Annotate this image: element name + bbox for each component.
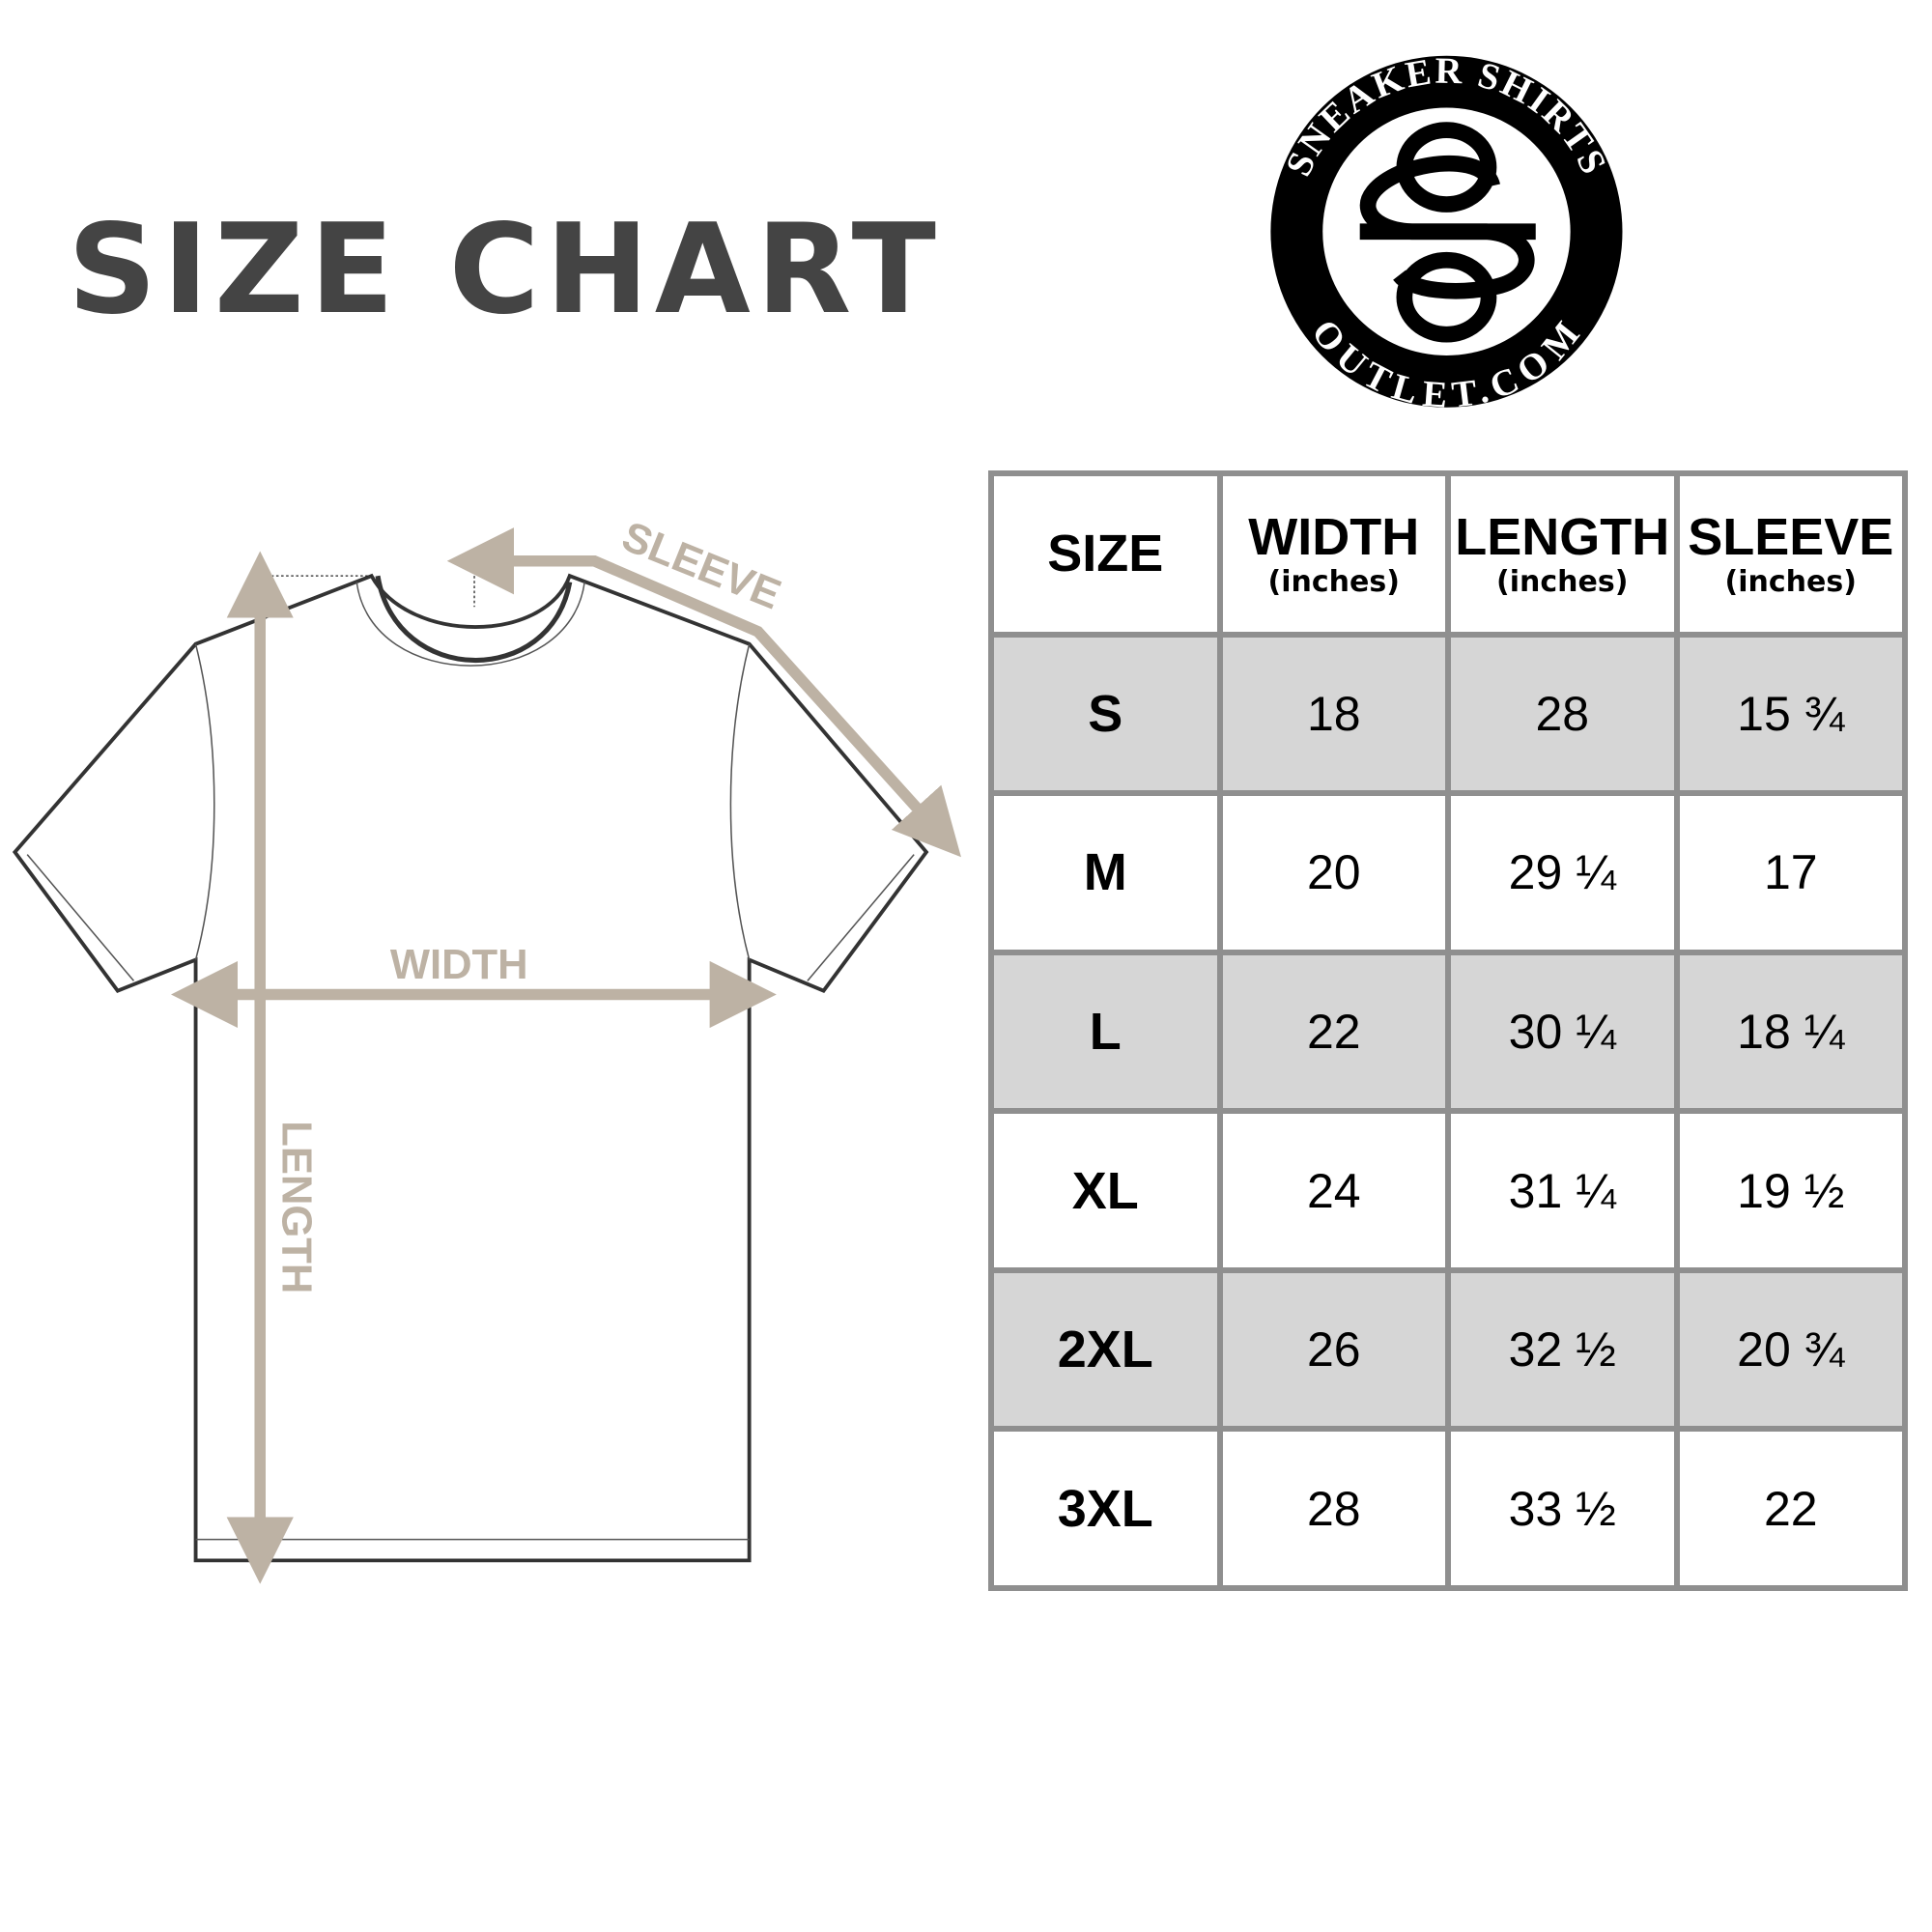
size-cell: L bbox=[988, 949, 1223, 1115]
table-header-row: SIZE WIDTH (inches) LENGTH (inches) SLEEVE… bbox=[988, 470, 1908, 638]
table-row: 2XL 26 32 ½ 20 ¾ bbox=[988, 1266, 1908, 1433]
length-cell: 32 ½ bbox=[1445, 1266, 1680, 1433]
size-cell: 3XL bbox=[988, 1426, 1223, 1591]
size-cell: 2XL bbox=[988, 1266, 1223, 1433]
length-cell: 28 bbox=[1445, 631, 1680, 797]
table-row: M 20 29 ¼ 17 bbox=[988, 790, 1908, 955]
sleeve-cell: 19 ½ bbox=[1673, 1108, 1908, 1273]
width-cell: 28 bbox=[1216, 1426, 1451, 1591]
sleeve-cell: 22 bbox=[1673, 1426, 1908, 1591]
header-size: SIZE bbox=[988, 470, 1223, 638]
width-cell: 20 bbox=[1216, 790, 1451, 955]
sleeve-cell: 17 bbox=[1673, 790, 1908, 955]
width-label: WIDTH bbox=[390, 942, 528, 988]
page-title: SIZE CHART bbox=[68, 198, 942, 342]
brand-logo: SNEAKER SHIRTS OUTLET.COM bbox=[1270, 51, 1623, 416]
table-row: L 22 30 ¼ 18 ¼ bbox=[988, 949, 1908, 1115]
width-cell: 24 bbox=[1216, 1108, 1451, 1273]
sleeve-cell: 18 ¼ bbox=[1673, 949, 1908, 1115]
table-row: XL 24 31 ¼ 19 ½ bbox=[988, 1108, 1908, 1273]
header-width: WIDTH (inches) bbox=[1216, 470, 1451, 638]
table-row: 3XL 28 33 ½ 22 bbox=[988, 1426, 1908, 1591]
size-cell: S bbox=[988, 631, 1223, 797]
length-cell: 31 ¼ bbox=[1445, 1108, 1680, 1273]
length-cell: 29 ¼ bbox=[1445, 790, 1680, 955]
size-table: SIZE WIDTH (inches) LENGTH (inches) SLEEVE… bbox=[988, 470, 1908, 1591]
width-cell: 26 bbox=[1216, 1266, 1451, 1433]
header-length: LENGTH (inches) bbox=[1445, 470, 1680, 638]
sleeve-cell: 15 ¾ bbox=[1673, 631, 1908, 797]
width-cell: 18 bbox=[1216, 631, 1451, 797]
size-cell: M bbox=[988, 790, 1223, 955]
sleeve-arrow bbox=[446, 527, 961, 858]
size-cell: XL bbox=[988, 1108, 1223, 1273]
measurement-arrows bbox=[170, 527, 961, 1584]
tshirt-outline bbox=[12, 573, 929, 1563]
sleeve-cell: 20 ¾ bbox=[1673, 1266, 1908, 1433]
table-row: S 18 28 15 ¾ bbox=[988, 631, 1908, 797]
length-label: LENGTH bbox=[272, 1121, 319, 1293]
length-cell: 30 ¼ bbox=[1445, 949, 1680, 1115]
length-cell: 33 ½ bbox=[1445, 1426, 1680, 1591]
width-cell: 22 bbox=[1216, 949, 1451, 1115]
header-sleeve: SLEEVE (inches) bbox=[1673, 470, 1908, 638]
